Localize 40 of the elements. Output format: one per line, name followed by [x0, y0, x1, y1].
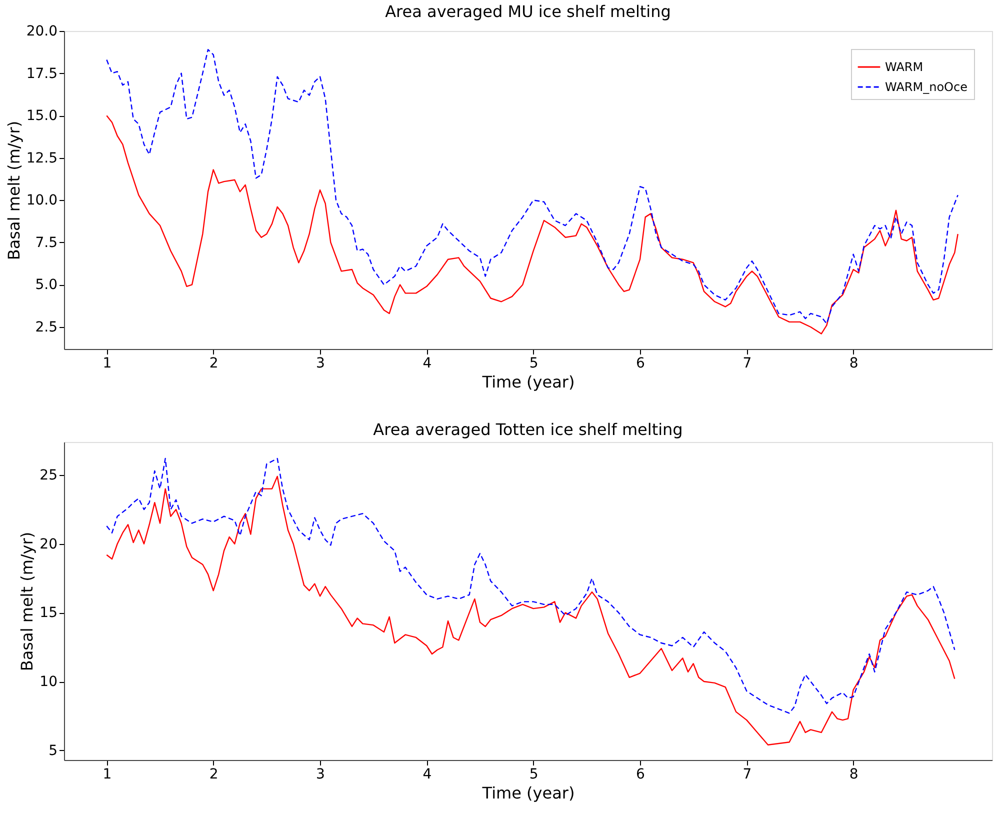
x-tick-label: 4	[422, 356, 432, 372]
x-tick-label: 5	[529, 766, 538, 782]
y-tick-label: 10.0	[26, 192, 58, 209]
x-tick-label: 8	[849, 356, 858, 372]
x-tick-label: 7	[742, 766, 752, 782]
x-tick-label: 6	[636, 766, 646, 782]
line-series	[106, 114, 958, 334]
x-tick-label: 2	[209, 356, 218, 372]
x-tick-label: 3	[316, 766, 325, 782]
y-tick-label: 20.0	[26, 24, 58, 40]
line-series	[106, 458, 956, 714]
chart-title: Area averaged Totten ice shelf melting	[373, 420, 683, 439]
x-tick-label: 2	[209, 766, 218, 782]
x-tick-label: 6	[636, 356, 646, 372]
y-tick-label: 10	[40, 674, 58, 690]
chart-title: Area averaged MU ice shelf melting	[385, 2, 671, 21]
y-tick-label: 12.5	[26, 150, 58, 166]
x-tick-label: 4	[422, 766, 432, 782]
x-axis-title: Time (year)	[481, 372, 575, 392]
y-tick-label: 15.0	[26, 108, 58, 124]
y-tick-label: 7.5	[35, 234, 58, 251]
line-series	[106, 476, 956, 746]
x-tick-label: 5	[529, 356, 538, 372]
x-tick-label: 1	[102, 766, 112, 782]
y-axis-title: Basal melt (m/yr)	[4, 120, 24, 260]
y-tick-label: 15	[40, 605, 58, 622]
x-tick-label: 8	[849, 766, 858, 782]
x-tick-label: 1	[102, 356, 112, 372]
y-tick-label: 5.0	[35, 277, 58, 294]
y-tick-label: 5	[48, 742, 58, 759]
y-tick-label: 25	[40, 468, 58, 484]
legend-label: WARM_noOce	[885, 80, 968, 94]
y-tick-label: 20	[40, 536, 58, 552]
x-tick-label: 3	[316, 356, 325, 372]
y-tick-label: 2.5	[35, 320, 58, 336]
x-axis-title: Time (year)	[481, 784, 575, 802]
legend-label: WARM	[885, 60, 924, 74]
y-axis-title: Basal melt (m/yr)	[18, 532, 37, 672]
y-tick-label: 17.5	[26, 66, 58, 82]
x-tick-label: 7	[742, 356, 752, 372]
